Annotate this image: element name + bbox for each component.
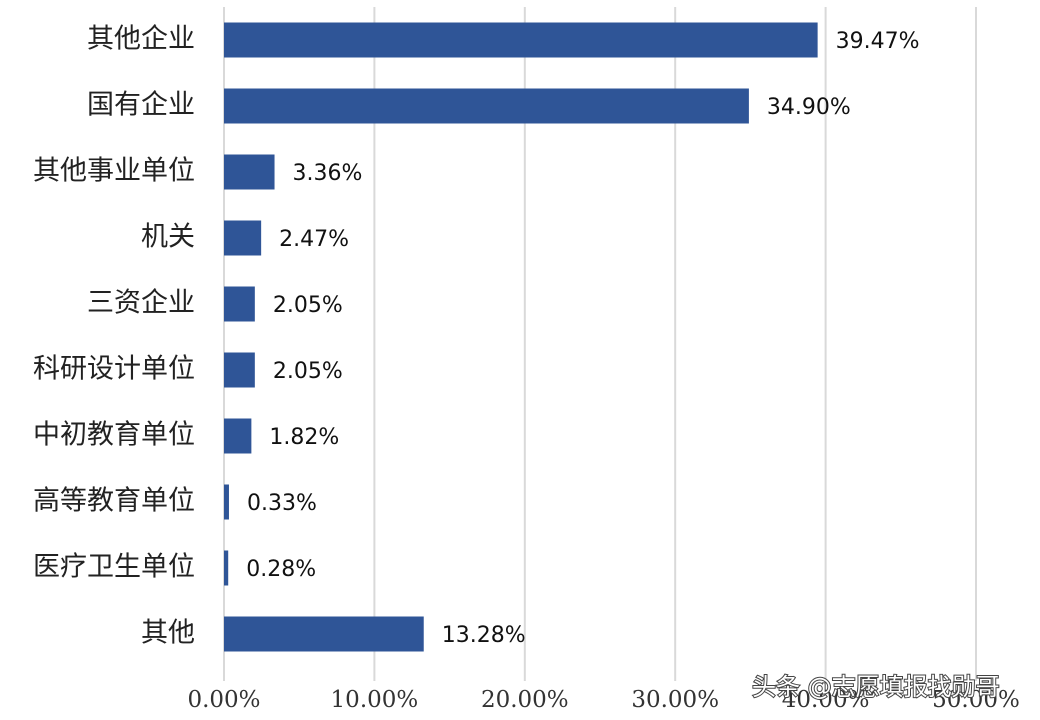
bar <box>224 418 252 454</box>
x-tick-label: 0.00% <box>187 687 260 713</box>
value-label: 13.28% <box>442 623 526 648</box>
x-tick-label: 50.00% <box>932 687 1020 713</box>
watermark: 头条 @志愿填报找勋哥 <box>752 673 1000 701</box>
y-tick-label: 其他 <box>141 618 195 649</box>
y-tick-label: 科研设计单位 <box>33 354 195 385</box>
bar <box>224 352 255 388</box>
x-tick-label: 10.00% <box>331 687 419 713</box>
y-tick-label: 医疗卫生单位 <box>33 552 195 583</box>
value-label: 1.82% <box>269 425 339 450</box>
value-label: 2.05% <box>273 359 343 384</box>
bar <box>224 22 818 58</box>
bar <box>224 154 275 190</box>
value-label: 3.36% <box>293 161 363 186</box>
bar <box>224 550 229 586</box>
bar <box>224 88 749 124</box>
bar <box>224 484 229 520</box>
y-tick-label: 中初教育单位 <box>33 420 195 451</box>
y-tick-label: 三资企业 <box>87 288 195 319</box>
y-tick-label: 其他企业 <box>87 24 195 55</box>
bar <box>224 616 424 652</box>
value-label: 34.90% <box>767 95 851 120</box>
y-tick-label: 国有企业 <box>87 90 195 121</box>
bar <box>224 286 255 322</box>
value-label: 39.47% <box>836 29 920 54</box>
y-tick-label: 高等教育单位 <box>33 486 195 517</box>
y-tick-label: 其他事业单位 <box>33 156 195 187</box>
value-label: 2.47% <box>279 227 349 252</box>
x-tick-label: 20.00% <box>481 687 569 713</box>
y-tick-label: 机关 <box>141 222 195 253</box>
bar <box>224 220 262 256</box>
value-label: 0.33% <box>247 491 317 516</box>
value-label: 2.05% <box>273 293 343 318</box>
value-label: 0.28% <box>246 557 316 582</box>
x-tick-label: 30.00% <box>631 687 719 713</box>
x-tick-label: 40.00% <box>782 687 870 713</box>
